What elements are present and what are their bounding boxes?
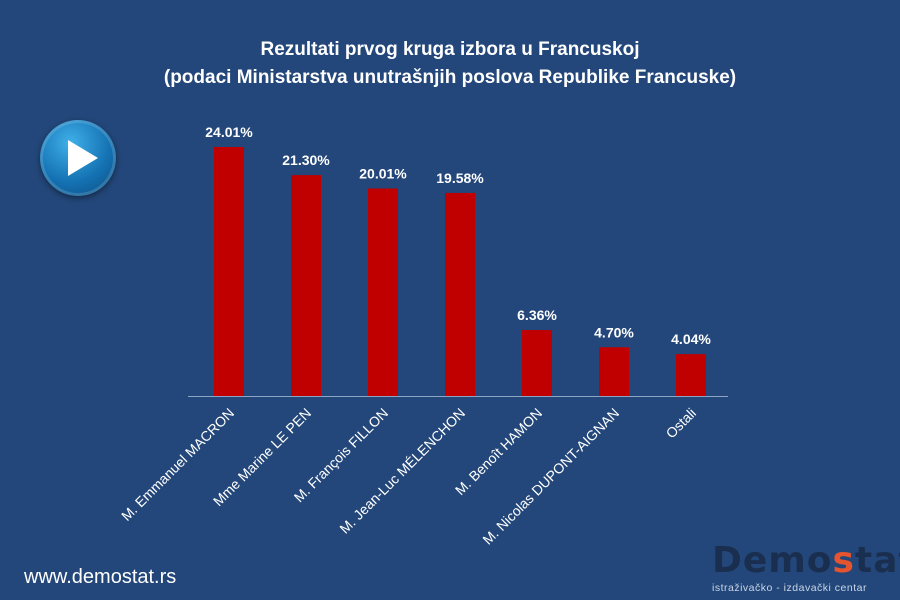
x-tick-label: Ostali: [662, 405, 699, 442]
chart-title-line1: Rezultati prvog kruga izbora u Francusko…: [260, 39, 640, 60]
x-tick-label: M. Nicolas DUPONT-AIGNAN: [479, 405, 622, 548]
bar: [676, 354, 706, 396]
chart-title: Rezultati prvog kruga izbora u Francusko…: [0, 36, 900, 92]
x-tick-label: M. Jean-Luc MÉLENCHON: [336, 405, 468, 537]
bar: [214, 147, 244, 396]
bar: [291, 175, 321, 396]
demostat-logo: Demostat istraživačko - izdavački centar: [712, 540, 900, 595]
data-label: 6.36%: [517, 307, 557, 323]
data-label: 19.58%: [436, 170, 484, 186]
logo-tagline: istraživačko - izdavački centar: [712, 582, 867, 594]
website-link[interactable]: www.demostat.rs: [24, 566, 177, 588]
data-label: 24.01%: [205, 124, 253, 140]
logo-part1: Demo: [712, 540, 833, 581]
logo-wordmark: Demostat: [712, 540, 900, 581]
logo-part2: tat: [854, 540, 900, 581]
bar: [599, 347, 629, 396]
data-label: 4.70%: [594, 324, 634, 340]
chart-title-line2: (podaci Ministarstva unutrašnjih poslova…: [163, 67, 737, 88]
logo-accent: s: [832, 540, 855, 581]
bar: [522, 330, 552, 396]
play-icon: [68, 140, 98, 176]
bar: [368, 188, 398, 396]
bar: [445, 192, 475, 396]
data-label: 21.30%: [282, 152, 330, 168]
data-label: 4.04%: [671, 331, 711, 347]
play-button[interactable]: [40, 120, 116, 196]
data-label: 20.01%: [359, 165, 407, 181]
